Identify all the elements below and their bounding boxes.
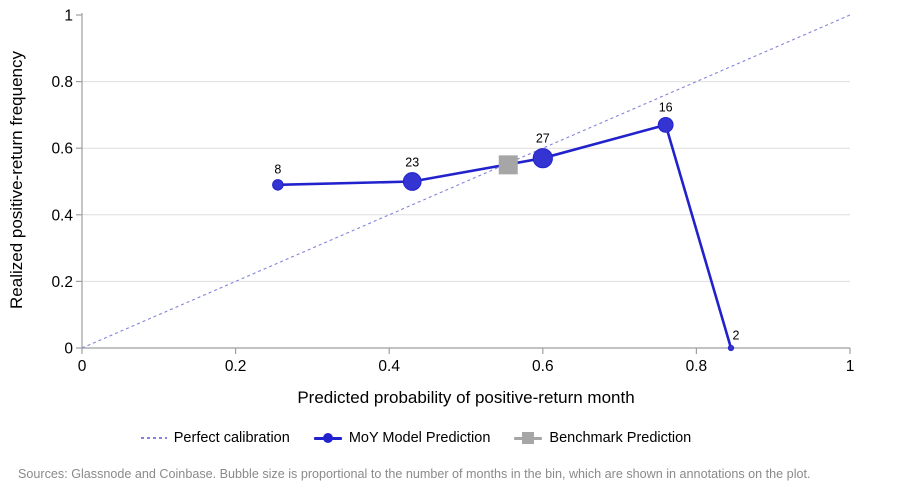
model-bubble xyxy=(402,172,422,191)
model-bubble xyxy=(532,148,553,169)
y-tick-label: 0.2 xyxy=(51,274,73,291)
line-circle-icon xyxy=(313,433,342,443)
y-tick-label: 0.8 xyxy=(51,74,73,91)
x-tick-label: 0.8 xyxy=(686,358,708,375)
bubble-count-annotation: 23 xyxy=(405,156,419,170)
bubble-count-annotation: 27 xyxy=(536,132,550,146)
x-tick-label: 0.4 xyxy=(378,358,400,375)
benchmark-marker xyxy=(498,155,518,175)
y-tick-label: 0 xyxy=(64,341,73,358)
x-tick-label: 1 xyxy=(846,358,855,375)
model-bubble xyxy=(272,179,284,191)
x-tick-label: 0.2 xyxy=(225,358,247,375)
model-bubble xyxy=(727,344,735,352)
source-note: Sources: Glassnode and Coinbase. Bubble … xyxy=(18,467,811,481)
legend-item-perfect-calibration: Perfect calibration xyxy=(140,430,290,446)
bubble-count-annotation: 2 xyxy=(732,328,739,342)
legend-label-moy-model: MoY Model Prediction xyxy=(348,430,491,446)
x-axis-title: Predicted probability of positive-return… xyxy=(297,388,635,407)
legend-label-perfect-calibration: Perfect calibration xyxy=(173,430,290,446)
legend-item-moy-model: MoY Model Prediction xyxy=(313,430,491,446)
model-bubble xyxy=(657,116,674,133)
x-tick-label: 0.6 xyxy=(532,358,554,375)
bubble-count-annotation: 16 xyxy=(659,100,673,114)
legend-item-benchmark: Benchmark Prediction xyxy=(514,430,691,446)
y-tick-label: 1 xyxy=(64,8,73,25)
perfect-calibration-line xyxy=(81,14,851,349)
circle-marker-icon xyxy=(322,433,333,443)
y-tick-label: 0.6 xyxy=(51,141,73,158)
calibration-plot: 00 0.2 0.2 0.4 0.4 0.6 0.6 0.8 0.8 1 1 8 23 27 16 2 xyxy=(51,8,855,376)
y-tick-label: 0.4 xyxy=(51,207,73,224)
dashed-line-icon xyxy=(140,437,167,439)
legend: Perfect calibration MoY Model Prediction… xyxy=(0,428,832,448)
x-tick-label: 0 xyxy=(78,358,87,375)
bubble-count-annotation: 8 xyxy=(274,163,281,177)
square-marker-icon xyxy=(522,432,535,444)
legend-label-benchmark: Benchmark Prediction xyxy=(549,430,692,446)
line-square-icon xyxy=(514,432,543,444)
